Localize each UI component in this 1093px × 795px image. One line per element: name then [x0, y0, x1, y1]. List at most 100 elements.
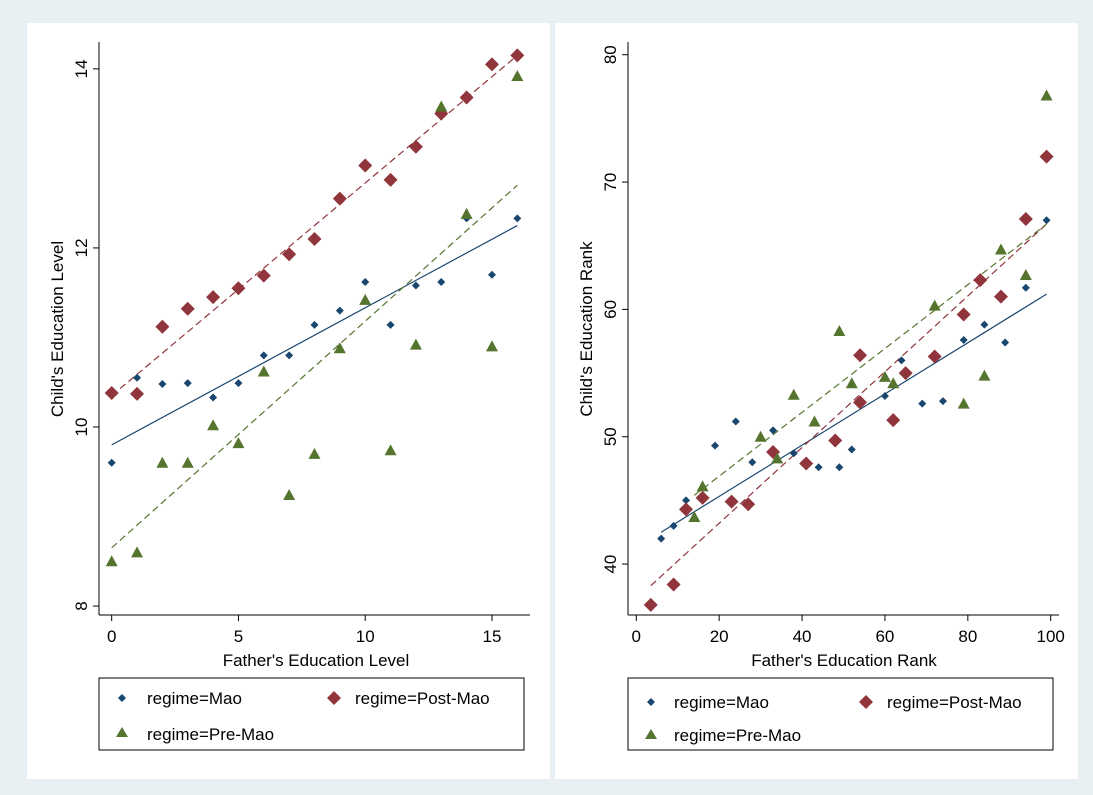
- left-point-post-mao: [231, 281, 246, 296]
- right-point-pre-mao: [833, 325, 846, 337]
- right-point-mao: [769, 426, 778, 435]
- right-point-post-mao: [828, 433, 843, 448]
- right-legend-box: [627, 677, 1054, 751]
- left-point-post-mao: [510, 48, 525, 63]
- right-point-mao: [880, 391, 889, 400]
- right-point-mao: [897, 356, 906, 365]
- left-point-mao: [487, 270, 496, 279]
- right-point-post-mao: [741, 497, 756, 512]
- right-y-tick-label: 60: [601, 300, 620, 319]
- right-y-tick-label: 70: [601, 173, 620, 192]
- right-point-mao: [789, 449, 798, 458]
- right-point-mao: [669, 521, 678, 530]
- right-point-mao: [959, 335, 968, 344]
- legend-marker-mao: [647, 698, 655, 706]
- left-point-post-mao: [155, 319, 170, 334]
- right-point-pre-mao: [688, 510, 701, 522]
- left-point-mao: [513, 214, 522, 223]
- right-x-tick-label: 80: [958, 627, 977, 646]
- left-legend-item-pre-mao: regime=Pre-Mao: [116, 725, 274, 744]
- left-point-mao: [183, 379, 192, 388]
- left-panel-background: [27, 23, 550, 779]
- right-point-post-mao: [853, 395, 868, 410]
- legend-marker-mao: [118, 694, 126, 702]
- right-x-tick-label: 20: [710, 627, 729, 646]
- right-point-mao: [918, 399, 927, 408]
- left-point-pre-mao: [308, 447, 321, 459]
- left-x-axis-title: Father's Education Level: [223, 651, 410, 670]
- left-fit-line-pre-mao: [111, 184, 518, 549]
- right-point-mao: [938, 397, 947, 406]
- left-x-tick-label: 10: [356, 627, 375, 646]
- left-point-post-mao: [408, 139, 423, 154]
- left-point-post-mao: [104, 385, 119, 400]
- right-point-post-mao: [853, 348, 868, 363]
- legend-marker-pre-mao: [116, 727, 128, 737]
- left-point-mao: [411, 281, 420, 290]
- left-y-axis-title: Child's Education Level: [48, 241, 67, 417]
- right-x-tick-label: 0: [632, 627, 641, 646]
- left-point-pre-mao: [359, 293, 372, 305]
- left-legend-item-mao: regime=Mao: [118, 689, 242, 708]
- left-point-mao: [386, 320, 395, 329]
- right-point-mao: [835, 463, 844, 472]
- right-point-post-mao: [799, 456, 814, 471]
- left-point-mao: [361, 277, 370, 286]
- left-point-pre-mao: [435, 100, 448, 112]
- left-point-pre-mao: [207, 419, 220, 431]
- left-point-mao: [107, 458, 116, 467]
- right-point-post-mao: [886, 413, 901, 428]
- right-point-pre-mao: [887, 377, 900, 389]
- left-point-post-mao: [484, 57, 499, 72]
- left-point-mao: [335, 306, 344, 315]
- right-panel: 0 20 40 60 80 100 40 50 60 70 80 Father's Educatio…: [555, 23, 1078, 779]
- right-point-post-mao: [993, 289, 1008, 304]
- right-point-mao: [682, 496, 691, 505]
- right-point-post-mao: [973, 273, 988, 288]
- left-x-tick-label: 0: [107, 627, 116, 646]
- left-legend-item-post-mao: regime=Post-Mao: [327, 689, 490, 708]
- right-point-post-mao: [724, 494, 739, 509]
- right-point-post-mao: [927, 349, 942, 364]
- left-point-pre-mao: [409, 338, 422, 350]
- legend-marker-post-mao: [327, 691, 341, 705]
- right-point-pre-mao: [928, 299, 941, 311]
- left-x-tick-label: 15: [483, 627, 502, 646]
- right-point-post-mao: [643, 597, 658, 612]
- right-fit-line-pre-mao: [693, 223, 1047, 496]
- left-y-tick-label: 14: [72, 59, 91, 78]
- left-point-pre-mao: [181, 456, 194, 468]
- right-point-pre-mao: [787, 388, 800, 400]
- left-point-post-mao: [383, 172, 398, 187]
- left-point-mao: [259, 351, 268, 360]
- left-point-pre-mao: [333, 342, 346, 354]
- right-point-pre-mao: [957, 397, 970, 409]
- right-point-mao: [711, 441, 720, 450]
- right-x-tick-label: 60: [875, 627, 894, 646]
- legend-marker-post-mao: [859, 695, 873, 709]
- right-point-mao: [980, 320, 989, 329]
- right-legend-item-post-mao: regime=Post-Mao: [859, 693, 1022, 712]
- left-panel: 0 5 10 15 8 10 12 14 Father's Education Level C…: [27, 23, 550, 779]
- left-point-post-mao: [180, 301, 195, 316]
- left-point-pre-mao: [460, 207, 473, 219]
- left-y-tick-label: 12: [72, 238, 91, 257]
- left-fit-lines: [111, 54, 518, 549]
- right-point-pre-mao: [696, 480, 709, 492]
- left-point-post-mao: [459, 90, 474, 105]
- left-point-pre-mao: [232, 437, 245, 449]
- right-point-pre-mao: [754, 430, 767, 442]
- right-point-pre-mao: [1040, 89, 1053, 101]
- right-legend-item-pre-mao: regime=Pre-Mao: [645, 726, 801, 745]
- left-point-mao: [209, 393, 218, 402]
- left-point-pre-mao: [131, 546, 144, 558]
- right-ticks: 0 20 40 60 80 100 40 50 60 70 80: [601, 45, 1065, 646]
- right-point-post-mao: [1018, 211, 1033, 226]
- right-y-tick-label: 40: [601, 555, 620, 574]
- left-point-pre-mao: [257, 365, 270, 377]
- left-y-tick-label: 10: [72, 418, 91, 437]
- left-point-post-mao: [206, 290, 221, 305]
- legend-label-post-mao: regime=Post-Mao: [355, 689, 490, 708]
- right-point-mao: [1042, 216, 1051, 225]
- right-point-post-mao: [695, 490, 710, 505]
